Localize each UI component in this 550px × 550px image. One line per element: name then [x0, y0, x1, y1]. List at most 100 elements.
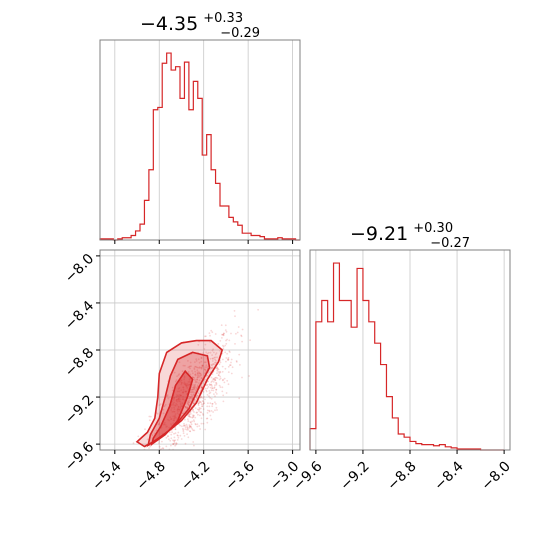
- scatter-point: [208, 390, 211, 392]
- scatter-point: [176, 390, 179, 393]
- scatter-point: [178, 408, 181, 411]
- scatter-point: [194, 373, 197, 375]
- scatter-point: [201, 386, 203, 389]
- scatter-point: [187, 420, 190, 422]
- scatter-point: [170, 433, 173, 436]
- scatter-point: [206, 384, 209, 386]
- scatter-point: [182, 432, 185, 435]
- scatter-point: [195, 358, 198, 361]
- scatter-point: [196, 394, 198, 397]
- y-tick-label: −8.0: [62, 251, 97, 286]
- scatter-point: [210, 364, 213, 366]
- scatter-point: [205, 351, 208, 354]
- scatter-point: [193, 420, 196, 423]
- scatter-point: [214, 353, 217, 356]
- y-tick-label: −9.2: [62, 392, 97, 427]
- scatter-point: [191, 388, 194, 391]
- scatter-point: [194, 370, 197, 373]
- scatter-point: [216, 366, 218, 369]
- scatter-point: [216, 367, 218, 369]
- scatter-point: [194, 389, 197, 392]
- scatter-point: [211, 367, 214, 370]
- scatter-point: [186, 406, 189, 409]
- scatter-point: [166, 435, 169, 438]
- scatter-point: [194, 374, 197, 377]
- scatter-point: [183, 381, 186, 384]
- scatter-point: [203, 361, 206, 364]
- y-tick-label: −8.4: [62, 298, 97, 333]
- scatter-point: [215, 393, 218, 395]
- scatter-point: [177, 398, 180, 400]
- scatter-point: [192, 393, 195, 396]
- scatter-point: [217, 343, 220, 345]
- scatter-point: [224, 367, 227, 370]
- scatter-point: [176, 400, 179, 403]
- scatter-point: [214, 376, 217, 379]
- scatter-point: [198, 366, 201, 368]
- scatter-point: [197, 403, 200, 405]
- scatter-point: [219, 361, 222, 364]
- scatter-point: [173, 440, 176, 443]
- scatter-point: [219, 370, 221, 373]
- scatter-point: [190, 396, 193, 398]
- scatter-point: [225, 342, 228, 345]
- scatter-point: [230, 358, 233, 361]
- scatter-point: [195, 365, 197, 368]
- x-tick-label: −4.2: [178, 458, 213, 493]
- scatter-point: [186, 401, 189, 404]
- scatter-point: [193, 384, 196, 387]
- scatter-point: [182, 395, 185, 398]
- scatter-point: [196, 372, 199, 375]
- scatter-point: [204, 335, 206, 338]
- scatter-point: [222, 394, 225, 397]
- scatter-point: [156, 412, 159, 415]
- scatter-point: [222, 334, 225, 337]
- scatter-point: [201, 405, 204, 408]
- scatter-point: [174, 439, 177, 442]
- scatter-point: [225, 357, 228, 359]
- scatter-point: [213, 356, 216, 359]
- scatter-point: [184, 390, 187, 393]
- scatter-point: [173, 410, 176, 413]
- scatter-point: [187, 403, 190, 406]
- scatter-point: [209, 351, 212, 354]
- scatter-point: [215, 376, 218, 379]
- x-tick-label: −4.8: [134, 458, 169, 493]
- scatter-point: [200, 417, 203, 420]
- scatter-point: [178, 387, 181, 389]
- scatter-point: [187, 436, 190, 439]
- scatter-point: [179, 404, 182, 406]
- scatter-point: [210, 381, 213, 383]
- scatter-point: [181, 405, 183, 408]
- scatter-point: [219, 350, 222, 352]
- scatter-point: [160, 448, 163, 450]
- scatter-point: [170, 407, 173, 409]
- scatter-point: [187, 427, 189, 429]
- scatter-point: [172, 442, 175, 445]
- scatter-point: [209, 357, 212, 360]
- scatter-point: [186, 427, 189, 429]
- scatter-point: [178, 399, 180, 402]
- scatter-point: [216, 377, 219, 379]
- scatter-point: [169, 439, 172, 442]
- scatter-point: [212, 411, 215, 413]
- scatter-point: [178, 400, 180, 403]
- scatter-point: [177, 405, 180, 408]
- scatter-point: [171, 386, 174, 389]
- scatter-point: [173, 396, 176, 399]
- scatter-point: [240, 334, 243, 337]
- scatter-point: [162, 447, 165, 450]
- scatter-point: [176, 439, 179, 441]
- scatter-point: [167, 435, 170, 437]
- scatter-point: [185, 390, 188, 393]
- scatter-point: [233, 310, 236, 312]
- scatter-point: [171, 411, 174, 413]
- scatter-point: [185, 384, 188, 386]
- scatter-point: [184, 364, 186, 367]
- scatter-point: [193, 386, 196, 389]
- scatter-point: [209, 397, 212, 399]
- scatter-point: [194, 386, 197, 388]
- scatter-point: [226, 352, 229, 355]
- scatter-point: [187, 397, 190, 400]
- scatter-point: [162, 412, 165, 415]
